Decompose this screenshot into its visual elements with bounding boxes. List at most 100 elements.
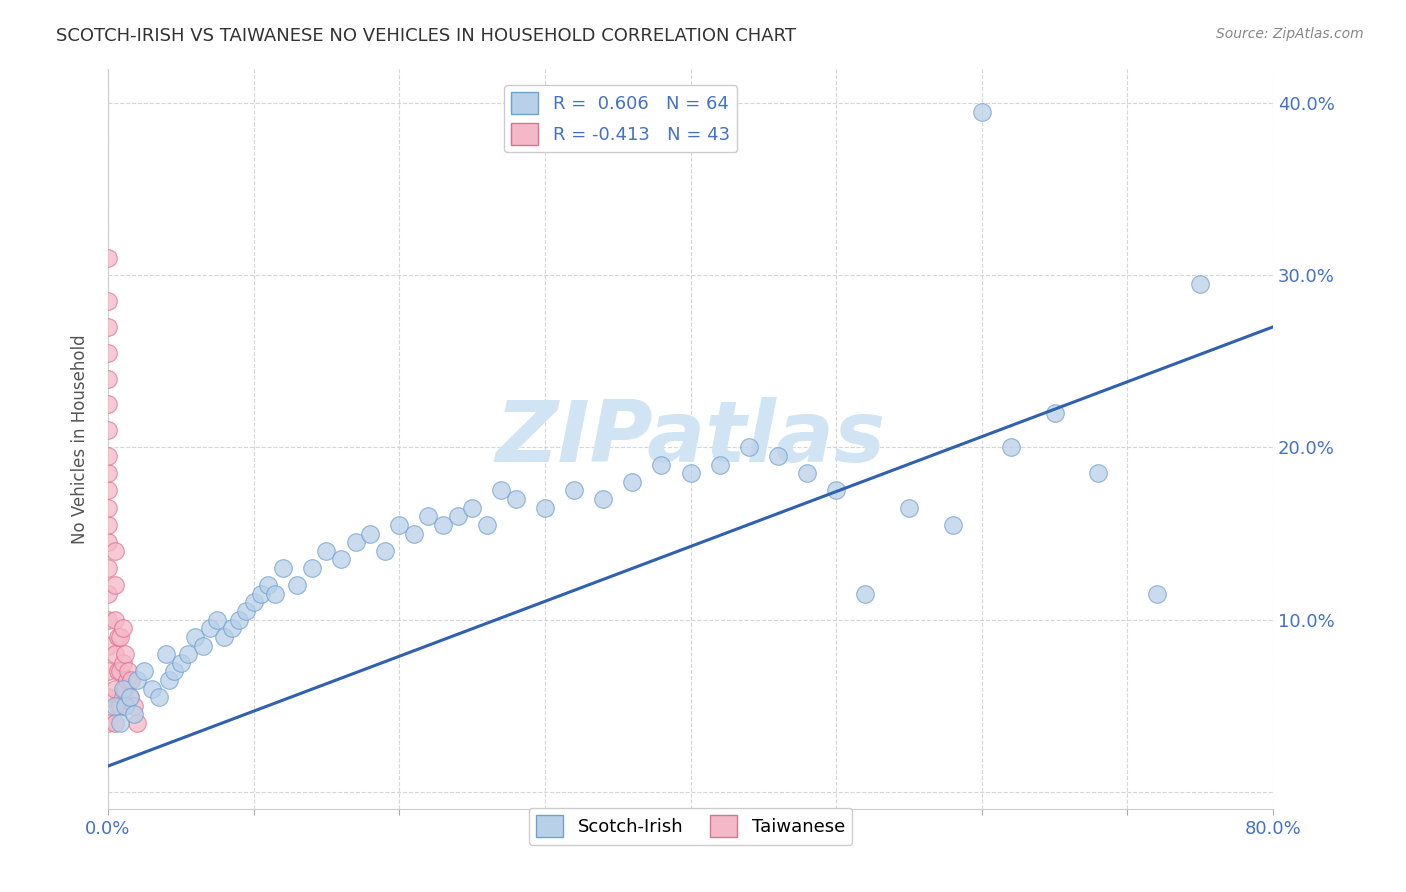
Point — [114, 698, 136, 713]
Point — [97, 251, 120, 265]
Point — [104, 698, 127, 713]
Point — [344, 535, 367, 549]
Point — [374, 543, 396, 558]
Point — [402, 526, 425, 541]
Point — [97, 587, 120, 601]
Point — [104, 681, 127, 696]
Point — [766, 449, 789, 463]
Point — [562, 483, 585, 498]
Point — [489, 483, 512, 498]
Point — [117, 665, 139, 679]
Point — [122, 707, 145, 722]
Point — [120, 673, 142, 687]
Point — [505, 492, 527, 507]
Point — [388, 518, 411, 533]
Point — [650, 458, 672, 472]
Point — [104, 647, 127, 661]
Point — [108, 698, 131, 713]
Point — [134, 665, 156, 679]
Point — [108, 716, 131, 731]
Point — [205, 613, 228, 627]
Point — [177, 647, 200, 661]
Point — [162, 665, 184, 679]
Point — [97, 397, 120, 411]
Point — [228, 613, 250, 627]
Point — [157, 673, 180, 687]
Point — [118, 690, 141, 705]
Point — [97, 613, 120, 627]
Point — [155, 647, 177, 661]
Point — [97, 293, 120, 308]
Point — [108, 630, 131, 644]
Point — [170, 656, 193, 670]
Point — [97, 483, 120, 498]
Point — [1043, 406, 1066, 420]
Point — [359, 526, 381, 541]
Point — [111, 656, 134, 670]
Point — [285, 578, 308, 592]
Point — [104, 578, 127, 592]
Point — [97, 518, 120, 533]
Point — [114, 681, 136, 696]
Point — [97, 345, 120, 359]
Point — [107, 698, 129, 713]
Point — [621, 475, 644, 489]
Point — [432, 518, 454, 533]
Point — [191, 639, 214, 653]
Point — [825, 483, 848, 498]
Point — [97, 716, 120, 731]
Point — [461, 500, 484, 515]
Point — [1087, 467, 1109, 481]
Point — [679, 467, 702, 481]
Point — [970, 104, 993, 119]
Point — [214, 630, 236, 644]
Point — [115, 673, 138, 687]
Legend: Scotch-Irish, Taiwanese: Scotch-Irish, Taiwanese — [529, 808, 852, 845]
Text: Source: ZipAtlas.com: Source: ZipAtlas.com — [1216, 27, 1364, 41]
Point — [475, 518, 498, 533]
Point — [97, 561, 120, 575]
Point — [942, 518, 965, 533]
Point — [107, 630, 129, 644]
Point — [97, 467, 120, 481]
Point — [1189, 277, 1212, 291]
Point — [114, 647, 136, 661]
Point — [796, 467, 818, 481]
Point — [97, 371, 120, 385]
Point — [418, 509, 440, 524]
Point — [104, 716, 127, 731]
Point — [709, 458, 731, 472]
Point — [97, 423, 120, 437]
Point — [97, 690, 120, 705]
Point — [198, 621, 221, 635]
Point — [1146, 587, 1168, 601]
Point — [104, 613, 127, 627]
Point — [97, 665, 120, 679]
Point — [592, 492, 614, 507]
Point — [104, 543, 127, 558]
Text: ZIPatlas: ZIPatlas — [495, 397, 886, 480]
Point — [250, 587, 273, 601]
Point — [111, 681, 134, 696]
Point — [97, 535, 120, 549]
Point — [122, 698, 145, 713]
Point — [738, 441, 761, 455]
Point — [127, 673, 149, 687]
Point — [111, 621, 134, 635]
Point — [97, 639, 120, 653]
Point — [1000, 441, 1022, 455]
Point — [853, 587, 876, 601]
Point — [111, 690, 134, 705]
Y-axis label: No Vehicles in Household: No Vehicles in Household — [72, 334, 89, 543]
Point — [242, 595, 264, 609]
Point — [97, 449, 120, 463]
Point — [141, 681, 163, 696]
Point — [264, 587, 287, 601]
Point — [97, 319, 120, 334]
Point — [107, 665, 129, 679]
Text: SCOTCH-IRISH VS TAIWANESE NO VEHICLES IN HOUSEHOLD CORRELATION CHART: SCOTCH-IRISH VS TAIWANESE NO VEHICLES IN… — [56, 27, 796, 45]
Point — [301, 561, 323, 575]
Point — [148, 690, 170, 705]
Point — [97, 500, 120, 515]
Point — [446, 509, 468, 524]
